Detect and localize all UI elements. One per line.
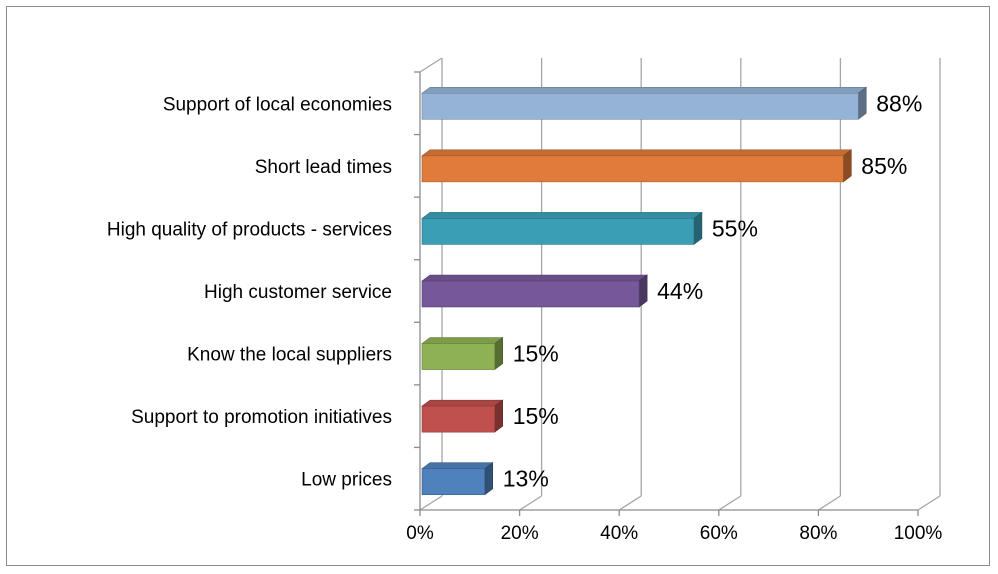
bar-end: [638, 274, 648, 308]
bar: [421, 405, 495, 433]
bar-top: [421, 337, 504, 344]
floor-gridline: [519, 495, 542, 511]
x-tick-label: 40%: [600, 523, 638, 544]
bar: [421, 280, 640, 308]
data-label: 44%: [657, 278, 703, 304]
bar-end: [857, 86, 867, 120]
bar-top: [421, 149, 853, 157]
x-tick-label: 80%: [799, 523, 837, 544]
floor-gridline: [718, 495, 742, 511]
bar-end: [842, 149, 852, 183]
category-label: High quality of products - services: [107, 219, 392, 240]
data-label: 13%: [503, 466, 549, 492]
floor-gridline: [917, 495, 941, 511]
category-label: Low prices: [301, 470, 392, 491]
bar: [421, 218, 695, 245]
bar-end: [693, 211, 703, 246]
side-wall-top: [419, 57, 443, 73]
bar-end: [494, 399, 504, 433]
bar: [421, 468, 486, 496]
floor-gridline: [618, 495, 642, 511]
bar-top: [421, 212, 703, 219]
data-label: 88%: [876, 90, 922, 116]
bar-top: [421, 86, 868, 94]
category-label: Support to promotion initiatives: [131, 407, 392, 428]
bar: [421, 92, 859, 120]
bar-top: [421, 399, 504, 407]
category-label: Know the local suppliers: [187, 345, 392, 366]
x-tick-label: 20%: [501, 523, 539, 544]
bar: [421, 343, 495, 370]
x-tick-label: 100%: [894, 523, 943, 544]
data-label: 85%: [861, 153, 907, 179]
data-label: 55%: [712, 215, 758, 241]
category-label: Support of local economies: [163, 94, 392, 115]
category-label: High customer service: [204, 282, 392, 303]
x-tick-label: 60%: [700, 523, 738, 544]
x-tick-label: 0%: [406, 523, 434, 544]
bar-end: [494, 336, 504, 371]
bar-top: [421, 462, 494, 470]
data-label: 15%: [513, 403, 559, 429]
category-label: Short lead times: [255, 157, 392, 178]
floor-gridline: [419, 495, 443, 511]
bar-end: [484, 462, 494, 496]
data-label: 15%: [513, 341, 559, 367]
floor-gridline: [818, 495, 841, 511]
bar: [421, 155, 844, 183]
bar-top: [421, 274, 649, 282]
